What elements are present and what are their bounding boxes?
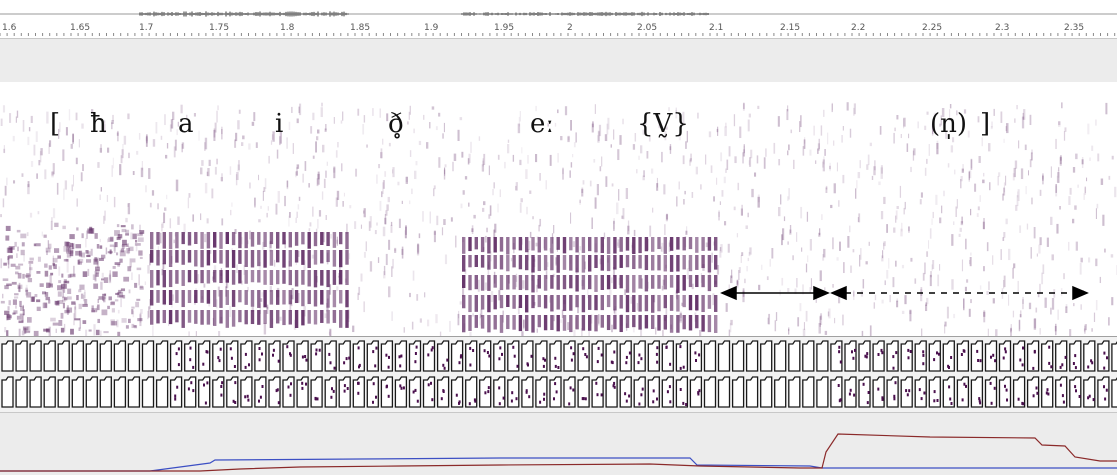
intensity-curve bbox=[0, 433, 1117, 472]
solid-duration-arrow bbox=[720, 285, 830, 301]
tick-label: 2.35 bbox=[1064, 23, 1085, 33]
empty-track-panel[interactable] bbox=[0, 38, 1117, 83]
ruler-ticks bbox=[0, 33, 1116, 36]
tick-label: 2.2 bbox=[851, 23, 866, 33]
pitch-curve bbox=[0, 457, 1117, 472]
tick-label: 1.8 bbox=[280, 23, 295, 33]
tick-label: 2.05 bbox=[637, 23, 658, 33]
frame-tracks-panel[interactable] bbox=[0, 336, 1117, 413]
time-ruler[interactable]: 1.6 1.65 1.7 1.75 1.8 1.85 1.9 1.95 2 2.… bbox=[0, 22, 1117, 38]
tick-label: 1.85 bbox=[350, 23, 371, 33]
tick-label: 2.1 bbox=[709, 23, 724, 33]
spectrogram-image bbox=[0, 102, 1117, 336]
tick-label: 1.95 bbox=[494, 23, 515, 33]
bracket-open: [ bbox=[50, 109, 61, 139]
tick-label: 1.65 bbox=[70, 23, 91, 33]
frame-grid bbox=[1, 340, 1117, 408]
pitch-intensity-panel[interactable] bbox=[0, 412, 1117, 475]
tick-label: 1.75 bbox=[209, 23, 230, 33]
spectrogram-panel[interactable] bbox=[0, 82, 1117, 336]
tick-label: 1.7 bbox=[139, 23, 154, 33]
segment-label: ħ bbox=[90, 109, 107, 139]
waveform-panel[interactable] bbox=[0, 0, 1117, 23]
waveform-trace bbox=[0, 11, 1117, 17]
tick-label: 1.9 bbox=[424, 23, 439, 33]
segment-label: a bbox=[178, 109, 194, 139]
tick-label: 2.25 bbox=[922, 23, 943, 33]
segment-label: {V̰} bbox=[637, 109, 689, 139]
segment-label: i bbox=[275, 109, 284, 139]
tick-label: 2.15 bbox=[780, 23, 801, 33]
pitch-intensity-plot bbox=[0, 433, 1117, 472]
segment-label: ð̥ bbox=[388, 109, 404, 139]
bracket-close: ] bbox=[980, 109, 991, 139]
tick-label: 2 bbox=[567, 23, 573, 33]
segment-label: (n̩) bbox=[930, 109, 968, 139]
dashed-duration-arrow bbox=[830, 285, 1089, 301]
tick-label: 1.6 bbox=[2, 23, 17, 33]
tick-label: 2.3 bbox=[995, 23, 1010, 33]
segment-label: eː bbox=[530, 109, 555, 139]
